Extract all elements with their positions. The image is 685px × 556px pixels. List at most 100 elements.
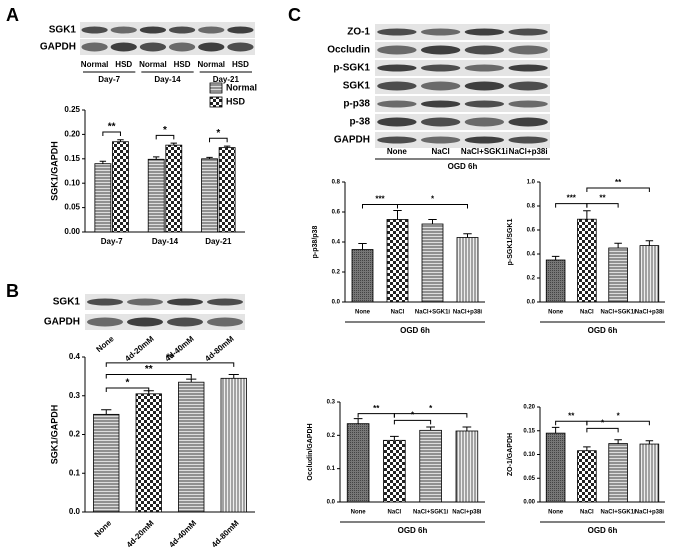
group-label: Day-14 [154, 75, 181, 84]
y-tick-label: 0.2 [327, 433, 336, 439]
y-axis-label: p-SGK1/SGK1 [507, 219, 514, 266]
blot-strip [375, 42, 550, 58]
significance-bracket [586, 420, 650, 426]
significance-label: * [126, 378, 130, 389]
bar [455, 430, 479, 503]
blot-band [508, 64, 548, 72]
x-tick-label: NaCl+p38i [452, 510, 482, 516]
blot-band [167, 298, 203, 306]
blot-band [198, 26, 225, 34]
y-tick-label: 0.2 [69, 430, 81, 439]
blot-strip [85, 294, 245, 310]
blot-strip [375, 24, 550, 40]
y-tick-label: 0.2 [527, 276, 536, 282]
error-bar [153, 156, 160, 160]
error-bar [551, 255, 560, 260]
blot-row-label: Occludin [327, 45, 370, 56]
x-tick-label: None [93, 518, 114, 539]
y-tick-label: 0.6 [332, 210, 341, 216]
x-tick-label: None [548, 510, 564, 516]
bar [577, 218, 597, 303]
y-tick-label: 0.4 [332, 240, 341, 246]
significance-label: * [411, 410, 415, 419]
bar [201, 158, 218, 233]
blot-band [139, 26, 167, 34]
significance-label: * [617, 411, 621, 420]
blot-band [227, 42, 254, 52]
significance-bracket [586, 427, 619, 433]
lane-label: 4d-80mM [203, 334, 236, 363]
significance-label: ** [599, 194, 606, 203]
blot-band [420, 136, 461, 144]
error-bar [390, 435, 399, 441]
significance-label: * [431, 195, 435, 204]
significance-label: * [216, 128, 220, 139]
blot-band [508, 136, 548, 144]
y-tick-label: 0.10 [523, 452, 535, 458]
blot-row-label: p-38 [349, 117, 370, 128]
blot-band [464, 45, 505, 55]
error-bar [645, 440, 654, 445]
blot-band [508, 117, 548, 127]
x-tick-label: None [351, 510, 367, 516]
bar [383, 439, 406, 503]
blot-strip [375, 78, 550, 94]
bar [386, 219, 409, 303]
x-axis-label: OGD 6h [588, 326, 618, 335]
error-bar [186, 378, 197, 383]
lane-label: NaCl+p38i [509, 147, 548, 156]
y-tick-label: 0.00 [64, 227, 80, 236]
x-tick-label: 4d-80mM [210, 518, 241, 549]
y-tick-label: 0.3 [327, 400, 336, 406]
significance-bracket [555, 203, 588, 208]
lane-label: 4d-20mM [123, 334, 156, 363]
significance-label: ** [373, 404, 380, 413]
blot-strip [375, 114, 550, 130]
error-bar [170, 142, 177, 146]
error-bar [428, 219, 437, 224]
blot-band [377, 117, 417, 127]
lane-label: HSD [174, 60, 191, 69]
significance-bracket [155, 134, 175, 140]
significance-bracket [586, 203, 619, 208]
blot-band [168, 26, 196, 34]
x-tick-label: None [355, 310, 371, 316]
x-tick-label: NaCl+p38i [635, 510, 665, 516]
x-tick-label: 4d-20mM [125, 518, 156, 549]
legend-swatch [209, 82, 223, 94]
bar [178, 381, 205, 513]
lane-label: NaCl [432, 147, 450, 156]
bar [639, 443, 660, 503]
y-axis-label: SGK1/GAPDH [49, 141, 59, 201]
error-bar [228, 373, 239, 379]
error-bar [426, 426, 435, 431]
error-bar [223, 145, 231, 148]
blot-band [377, 64, 417, 72]
blot-band [464, 28, 505, 36]
bar [165, 144, 183, 233]
x-axis-label: OGD 6h [588, 526, 618, 535]
blot-row-label: ZO-1 [347, 27, 370, 38]
x-tick-label: Day-21 [205, 237, 232, 246]
x-axis-label: OGD 6h [398, 526, 428, 535]
lane-label: HSD [115, 60, 132, 69]
x-tick-label: NaCl [580, 310, 594, 316]
x-tick-label: NaCl [388, 510, 402, 516]
bar [112, 141, 129, 233]
blot-band [227, 26, 254, 34]
blot-band [198, 42, 225, 52]
bar [545, 259, 566, 303]
y-tick-label: 0.1 [69, 468, 81, 477]
legend-swatch [209, 96, 223, 108]
y-tick-label: 0.4 [69, 352, 81, 361]
blot-band [127, 317, 163, 327]
y-tick-label: 0.3 [69, 391, 81, 400]
y-tick-label: 0.0 [327, 500, 336, 506]
y-tick-label: 0.8 [332, 180, 341, 186]
bar [421, 223, 444, 303]
y-tick-label: 0.20 [523, 405, 535, 411]
blot-strip [375, 60, 550, 76]
error-bar [614, 439, 622, 444]
bar [346, 423, 370, 503]
x-axis-label: OGD 6h [400, 326, 430, 335]
